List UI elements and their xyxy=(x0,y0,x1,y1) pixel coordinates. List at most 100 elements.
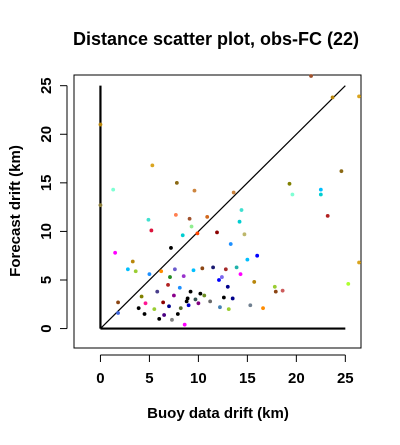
data-point xyxy=(187,216,192,221)
data-point xyxy=(178,306,183,311)
data-point xyxy=(175,312,180,316)
data-point xyxy=(196,301,201,306)
data-point xyxy=(191,268,196,273)
x-tick-label: 10 xyxy=(190,370,207,387)
data-point xyxy=(290,192,295,197)
data-point xyxy=(218,305,222,310)
data-point xyxy=(181,274,186,279)
data-point xyxy=(200,266,205,271)
data-point xyxy=(223,267,228,272)
data-point xyxy=(170,317,174,322)
data-point xyxy=(357,94,361,99)
data-point xyxy=(234,265,239,270)
x-tick-label: 0 xyxy=(96,370,104,387)
data-point xyxy=(143,301,148,306)
data-point xyxy=(318,192,323,197)
data-point xyxy=(252,280,257,284)
data-point xyxy=(188,289,193,294)
data-point xyxy=(248,303,253,308)
data-point xyxy=(193,297,198,302)
chart-title: Distance scatter plot, obs-FC (22) xyxy=(73,29,359,49)
data-point xyxy=(184,299,189,304)
y-tick-label: 15 xyxy=(38,174,55,191)
data-point xyxy=(189,224,194,229)
data-point xyxy=(221,295,226,300)
data-point xyxy=(215,230,219,235)
data-point xyxy=(133,269,138,274)
data-point xyxy=(125,267,130,272)
reference-line-identity xyxy=(100,85,346,329)
data-point xyxy=(330,95,335,100)
data-point xyxy=(195,231,200,236)
data-point xyxy=(177,285,182,290)
data-points xyxy=(98,74,361,327)
y-tick-label: 20 xyxy=(38,126,55,143)
data-point xyxy=(346,281,351,286)
data-point xyxy=(180,233,185,238)
y-tick-label: 25 xyxy=(38,77,55,94)
x-axis-label: Buoy data drift (km) xyxy=(147,405,289,422)
data-point xyxy=(202,293,207,298)
data-point xyxy=(150,163,155,168)
y-axis: 0 5 10 15 20 25 xyxy=(38,77,68,333)
data-point xyxy=(230,296,235,301)
data-point xyxy=(166,282,170,287)
data-point xyxy=(325,213,330,218)
data-point xyxy=(147,272,152,277)
data-point xyxy=(167,304,171,309)
data-point xyxy=(169,246,173,250)
x-axis: 0 5 10 15 20 25 xyxy=(96,354,354,387)
data-point xyxy=(217,278,221,282)
data-point xyxy=(192,188,197,193)
data-point xyxy=(98,203,103,208)
data-point xyxy=(238,272,243,277)
data-point xyxy=(198,291,203,296)
data-point xyxy=(255,253,260,258)
y-tick-label: 5 xyxy=(38,276,55,284)
data-point xyxy=(357,260,361,265)
data-point xyxy=(211,265,215,270)
data-point xyxy=(309,74,313,78)
data-point xyxy=(273,289,278,294)
data-point xyxy=(98,122,103,127)
y-axis-label: Forecast drift (km) xyxy=(7,145,24,277)
data-point xyxy=(111,187,116,192)
data-point xyxy=(172,267,177,272)
data-point xyxy=(287,181,292,186)
data-point xyxy=(185,296,190,301)
data-point xyxy=(231,190,236,195)
data-point xyxy=(225,284,230,289)
data-point xyxy=(280,288,285,293)
data-point xyxy=(237,219,242,224)
data-point xyxy=(161,300,166,305)
data-point xyxy=(339,169,344,174)
y-tick-label: 10 xyxy=(38,223,55,240)
data-point xyxy=(162,313,167,317)
data-point xyxy=(220,275,224,279)
x-tick-label: 5 xyxy=(145,370,153,387)
data-point xyxy=(208,299,213,304)
data-point xyxy=(152,307,157,312)
data-point xyxy=(173,213,178,217)
data-point xyxy=(157,316,162,321)
data-point xyxy=(205,214,210,219)
data-point xyxy=(136,306,141,311)
x-tick-label: 15 xyxy=(239,370,256,387)
data-point xyxy=(172,293,176,298)
data-point xyxy=(155,289,160,294)
plot-frame xyxy=(73,74,362,349)
x-tick-label: 20 xyxy=(288,370,305,387)
data-point xyxy=(159,269,164,274)
data-point xyxy=(226,307,231,312)
data-point xyxy=(261,306,265,311)
data-point xyxy=(142,312,147,316)
data-point xyxy=(139,294,144,299)
data-point xyxy=(174,180,179,185)
data-point xyxy=(146,217,151,222)
data-point xyxy=(318,187,323,192)
data-point xyxy=(149,228,154,233)
data-point xyxy=(168,275,172,279)
y-tick-label: 0 xyxy=(38,324,55,332)
data-point xyxy=(245,257,250,262)
